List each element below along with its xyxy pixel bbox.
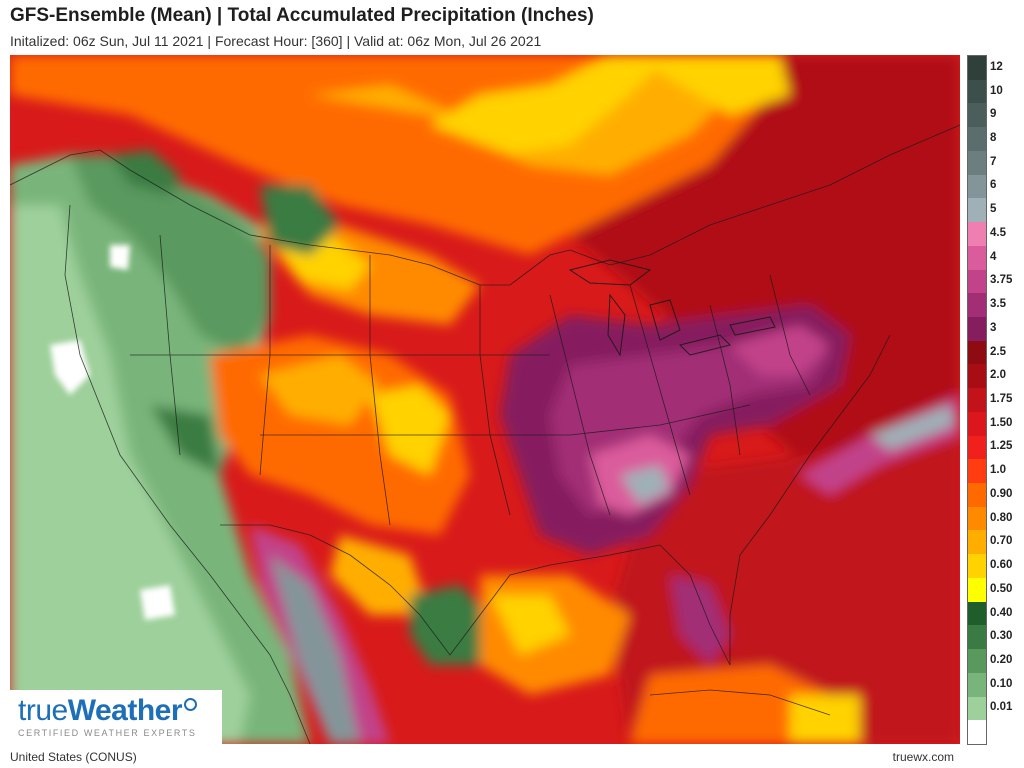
legend-swatch <box>968 530 986 555</box>
legend-swatch <box>968 483 986 508</box>
legend-swatch <box>968 625 986 650</box>
legend-swatch <box>968 127 986 152</box>
legend-swatch <box>968 316 986 341</box>
legend-label: 5 <box>990 203 997 216</box>
legend-swatch <box>968 222 986 247</box>
legend-label: 8 <box>990 132 997 145</box>
legend-label: 3 <box>990 321 997 334</box>
legend-swatch <box>968 554 986 579</box>
legend-label: 0.90 <box>990 487 1013 500</box>
trueweather-logo: trueWeather CERTIFIED WEATHER EXPERTS <box>10 690 222 744</box>
legend-label: 0.80 <box>990 511 1013 524</box>
legend-swatch <box>968 435 986 460</box>
legend-label: 0.10 <box>990 677 1013 690</box>
logo-wordmark: trueWeather <box>18 696 214 726</box>
legend-swatch <box>968 649 986 674</box>
legend-swatch <box>968 198 986 223</box>
legend-swatch <box>968 506 986 531</box>
logo-tagline: CERTIFIED WEATHER EXPERTS <box>18 728 197 738</box>
legend-swatch <box>968 56 986 80</box>
legend-swatch <box>968 340 986 365</box>
legend-label: 2.0 <box>990 369 1006 382</box>
logo-dot-icon <box>184 698 198 711</box>
legend-label: 0.20 <box>990 653 1013 666</box>
legend-label: 0.30 <box>990 630 1013 643</box>
legend-swatch <box>968 577 986 602</box>
legend-label: 0.70 <box>990 535 1013 548</box>
legend-labels: 12 10 9 8 7 6 5 4.5 4 3.75 3.5 3 2.5 2.0 1.75 1.50 1.25 1… <box>990 55 1024 745</box>
legend-label: 0.60 <box>990 559 1013 572</box>
legend-swatch <box>968 269 986 294</box>
legend-label: 1.25 <box>990 440 1013 453</box>
legend-label: 0.50 <box>990 582 1013 595</box>
region-label: United States (CONUS) <box>10 750 137 764</box>
legend-swatch <box>968 79 986 104</box>
legend-swatch <box>968 720 986 745</box>
legend-label: 1.0 <box>990 464 1006 477</box>
legend-swatch <box>968 103 986 128</box>
legend-swatch <box>968 388 986 413</box>
legend-label: 10 <box>990 84 1003 97</box>
legend-label: 6 <box>990 179 997 192</box>
precipitation-map <box>10 55 960 744</box>
legend-label: 3.5 <box>990 298 1006 311</box>
legend-swatch <box>968 459 986 484</box>
legend-swatch <box>968 601 986 626</box>
legend-label: 4.5 <box>990 226 1006 239</box>
legend-label: 9 <box>990 108 997 121</box>
map-title: GFS-Ensemble (Mean) | Total Accumulated … <box>10 5 594 26</box>
legend-swatch <box>968 245 986 270</box>
legend-label: 0.01 <box>990 701 1013 714</box>
logo-brand-plain: true <box>18 694 68 727</box>
legend-label: 1.75 <box>990 393 1013 405</box>
legend-label: 3.75 <box>990 274 1013 287</box>
legend-swatch <box>968 696 986 721</box>
site-link[interactable]: truewx.com <box>892 750 954 764</box>
legend-swatch <box>968 150 986 175</box>
logo-brand-bold: Weather <box>67 694 183 727</box>
map-subtitle: Initalized: 06z Sun, Jul 11 2021 | Forec… <box>10 33 542 49</box>
legend-label: 4 <box>990 250 997 263</box>
precipitation-legend <box>967 55 987 745</box>
legend-swatch <box>968 411 986 436</box>
legend-label: 1.50 <box>990 416 1013 429</box>
legend-label: 0.40 <box>990 606 1013 619</box>
legend-swatch <box>968 174 986 199</box>
legend-swatch <box>968 293 986 318</box>
legend-label: 7 <box>990 155 997 168</box>
legend-label: 12 <box>990 60 1003 73</box>
legend-swatch <box>968 672 986 697</box>
legend-swatch <box>968 364 986 389</box>
legend-label: 2.5 <box>990 345 1006 358</box>
